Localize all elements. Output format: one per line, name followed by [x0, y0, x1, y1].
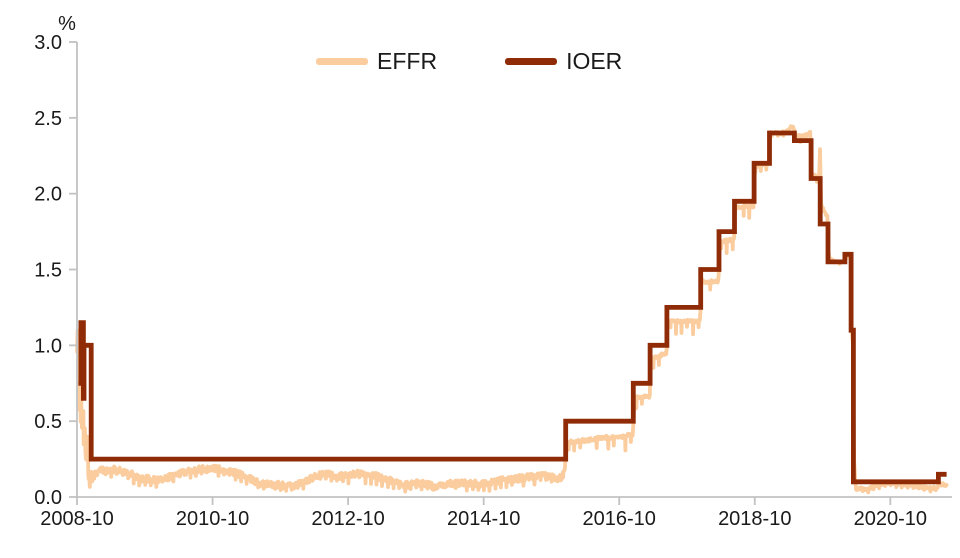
axes [76, 42, 952, 498]
legend-label-ioer: IOER [566, 48, 623, 74]
legend-label-effr: EFFR [377, 48, 438, 74]
x-tick-label: 2016-10 [583, 508, 656, 530]
x-tick-label: 2008-10 [40, 508, 113, 530]
y-tick-label: 1.0 [34, 335, 62, 357]
effr-line [75, 124, 949, 495]
legend-item-effr: EFFR [316, 50, 437, 73]
y-axis-unit-label: % [58, 13, 76, 35]
ioer-line-swatch [505, 58, 558, 65]
x-tick-label: 2012-10 [311, 508, 384, 530]
x-tick-label: 2020-10 [854, 508, 927, 530]
y-tick-label: 0.0 [34, 487, 62, 509]
y-tick-label: 2.5 [34, 108, 62, 130]
y-tick-label: 1.5 [34, 260, 62, 282]
ioer-line [78, 130, 947, 485]
effr-line-swatch [316, 58, 368, 65]
legend-item-ioer: IOER [505, 50, 622, 73]
legend: EFFR IOER [316, 50, 622, 73]
x-tick-label: 2014-10 [447, 508, 520, 530]
y-tick-label: 2.0 [34, 184, 62, 206]
x-tick-label: 2010-10 [176, 508, 249, 530]
y-tick-label: 0.5 [34, 411, 62, 433]
x-tick-label: 2018-10 [718, 508, 791, 530]
y-tick-label: 3.0 [34, 32, 62, 54]
